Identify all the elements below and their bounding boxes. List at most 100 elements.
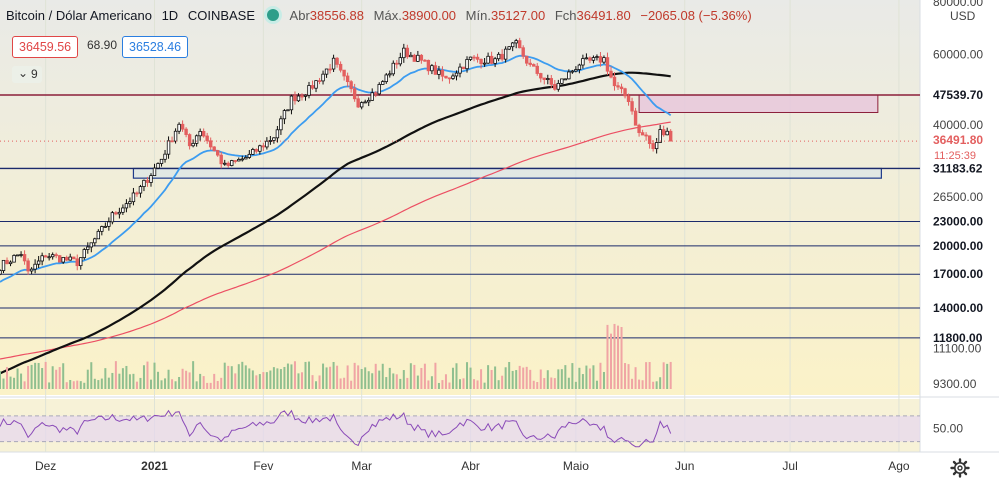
candle-body (409, 54, 413, 58)
candle-body (637, 124, 641, 134)
candle-body (254, 149, 259, 152)
volume-bar (473, 379, 476, 389)
candle-body (100, 226, 104, 232)
candle-body (61, 256, 65, 263)
candle-body (549, 78, 553, 85)
volume-bar (192, 361, 195, 389)
candle-body (65, 256, 69, 261)
close-label: Fch (554, 8, 577, 23)
candle-body (440, 69, 445, 77)
volume-bar (308, 361, 311, 389)
candle-body (542, 77, 546, 80)
candle-body (72, 256, 76, 260)
candle-body (381, 81, 385, 85)
candle-body (640, 132, 645, 136)
candle-body (5, 259, 9, 265)
volume-bar (97, 380, 100, 389)
volume-bar (525, 366, 528, 389)
volume-bar (497, 380, 500, 389)
volume-bar (631, 378, 634, 389)
candle-body (110, 212, 115, 223)
volume-bar (135, 381, 138, 389)
candle-body (647, 135, 652, 144)
candle-body (454, 72, 459, 77)
candle-body (194, 135, 199, 144)
volume-bar (34, 362, 37, 389)
candle-body (261, 145, 266, 148)
volume-bar (69, 380, 72, 389)
volume-bar (332, 361, 335, 389)
volume-bar (423, 363, 426, 389)
candle-body (612, 76, 617, 87)
price-axis-tick: 80000.00 (933, 0, 983, 9)
candle-body (184, 128, 188, 135)
candle-body (535, 65, 539, 74)
high-label: Máx. (373, 8, 402, 23)
candle-body (451, 75, 455, 79)
candle-body (616, 85, 620, 88)
candle-body (363, 101, 367, 104)
volume-bar (185, 370, 188, 389)
candle-body (86, 246, 90, 250)
candle-body (187, 134, 192, 147)
volume-bar (146, 361, 149, 389)
candle-body (33, 263, 37, 270)
sell-button[interactable]: 36459.56 (12, 36, 79, 58)
candle-body (419, 54, 424, 61)
volume-bar (655, 381, 658, 389)
candle-body (75, 258, 79, 267)
candle-body (352, 88, 357, 100)
volume-bar (430, 376, 433, 389)
gear-icon[interactable] (950, 458, 970, 478)
volume-bar (546, 370, 549, 389)
volume-bar (437, 382, 440, 389)
candle-body (54, 254, 58, 257)
time-axis-tick: Maio (563, 459, 589, 473)
candle-body (1, 259, 6, 272)
volume-bar (553, 378, 556, 389)
volume-bar (638, 379, 641, 389)
volume-bar (427, 380, 430, 389)
volume-bar (269, 370, 272, 389)
candle-body (584, 57, 589, 60)
buy-button[interactable]: 36528.46 (122, 36, 189, 58)
volume-bar (118, 373, 121, 389)
candle-body (303, 94, 308, 97)
candle-body (426, 59, 431, 72)
volume-bar (276, 368, 279, 389)
volume-bar (0, 371, 1, 389)
volume-bar (23, 381, 26, 389)
candle-body (321, 73, 325, 82)
volume-bar (157, 371, 160, 389)
price-axis-tick: 26500.00 (933, 190, 983, 204)
candle-body (423, 59, 427, 62)
candle-body (619, 86, 624, 90)
volume-bar (441, 380, 444, 389)
symbol-legend[interactable]: Bitcoin / Dólar Americano 1D COINBASE Ab… (6, 8, 758, 23)
volume-bar (178, 377, 181, 389)
candle-body (131, 192, 136, 203)
candle-body (282, 110, 287, 120)
candle-body (265, 140, 269, 148)
volume-bar (543, 378, 546, 389)
volume-bar (409, 363, 412, 389)
volume-bar (466, 362, 469, 389)
volume-bar (666, 363, 669, 389)
volume-bar (371, 373, 374, 389)
volume-bar (27, 365, 30, 389)
time-axis-tick: Ago (888, 459, 910, 473)
candle-body (609, 70, 613, 78)
volume-bar (311, 375, 314, 389)
interval-label[interactable]: 1D (161, 8, 179, 23)
volume-bar (258, 374, 261, 389)
volume-bar (209, 382, 212, 389)
indicators-toggle-button[interactable]: ⌄ 9 (12, 66, 42, 83)
volume-bar (550, 377, 553, 389)
candle-body (665, 130, 669, 136)
candle-body (258, 145, 262, 152)
candle-body (247, 153, 252, 158)
candle-body (500, 53, 504, 60)
candle-body (574, 69, 578, 72)
volume-bar (265, 372, 268, 389)
